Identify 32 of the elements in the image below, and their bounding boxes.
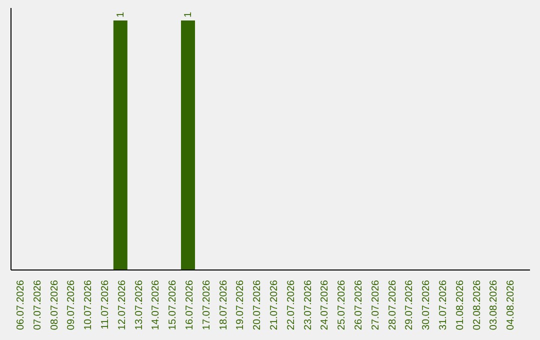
x-tick-label: 06.07.2026 — [15, 280, 26, 330]
x-tick-label: 08.07.2026 — [49, 280, 60, 330]
x-tick-label: 24.07.2026 — [320, 280, 331, 330]
x-tick-label: 25.07.2026 — [336, 280, 348, 330]
x-tick-label: 04.08.2026 — [506, 280, 517, 330]
x-tick-label: 30.07.2026 — [421, 280, 432, 330]
x-tick-label: 27.07.2026 — [370, 280, 382, 330]
x-tick-label: 10.07.2026 — [83, 280, 94, 330]
x-tick-label: 16.07.2026 — [184, 280, 196, 330]
x-tick-label: 02.08.2026 — [472, 280, 483, 330]
x-tick-label: 11.07.2026 — [100, 280, 111, 330]
x-tick-label: 17.07.2026 — [201, 280, 212, 330]
x-tick-label: 12.07.2026 — [116, 280, 128, 330]
x-tick-label: 07.07.2026 — [32, 280, 44, 330]
x-tick-label: 20.07.2026 — [252, 280, 264, 330]
x-tick-label: 15.07.2026 — [168, 280, 179, 330]
x-tick-label: 19.07.2026 — [235, 280, 246, 330]
x-tick-label: 29.07.2026 — [404, 280, 416, 330]
x-tick-label: 09.07.2026 — [66, 280, 78, 330]
x-tick-label: 01.08.2026 — [454, 280, 466, 330]
data-label: 1 — [183, 11, 194, 18]
x-tick-label: 22.07.2026 — [286, 280, 297, 330]
x-tick-label: 28.07.2026 — [387, 280, 398, 330]
data-label: 1 — [115, 11, 126, 18]
x-tick-label: 13.07.2026 — [134, 280, 145, 330]
x-tick-label: 18.07.2026 — [218, 280, 230, 330]
x-tick-label: 21.07.2026 — [268, 280, 280, 330]
x-tick-label: 14.07.2026 — [150, 280, 162, 330]
x-tick-label: 03.08.2026 — [488, 280, 500, 330]
x-tick-label: 23.07.2026 — [302, 280, 314, 330]
x-tick-label: 31.07.2026 — [438, 280, 449, 330]
x-tick-label: 26.07.2026 — [353, 280, 364, 330]
